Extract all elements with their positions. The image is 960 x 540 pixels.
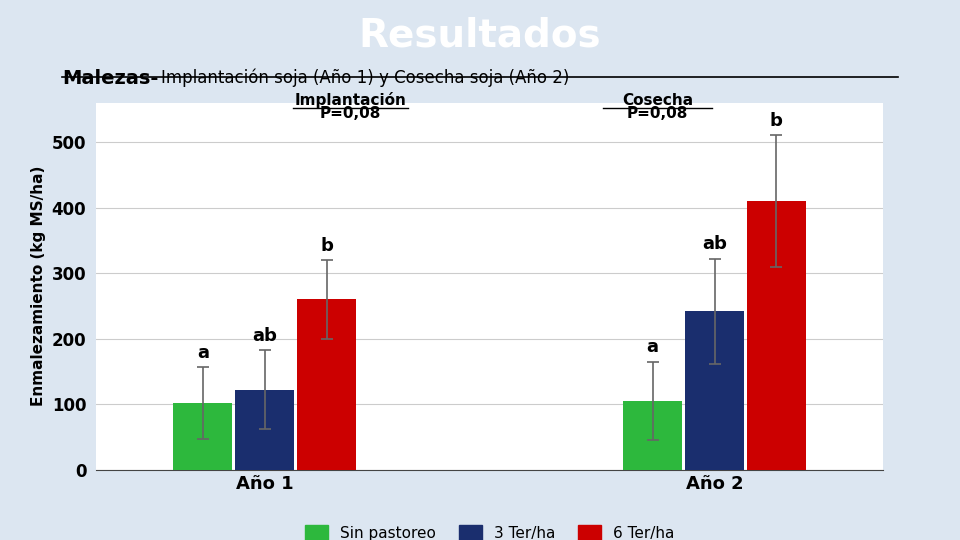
Text: P=0,08: P=0,08 bbox=[320, 106, 381, 122]
Text: P=0,08: P=0,08 bbox=[627, 106, 688, 122]
Bar bbox=[623, 401, 682, 470]
Text: a: a bbox=[197, 343, 209, 362]
Bar bbox=[685, 311, 744, 470]
Text: Implantación soja (Año 1) y Cosecha soja (Año 2): Implantación soja (Año 1) y Cosecha soja… bbox=[161, 69, 569, 87]
Text: ab: ab bbox=[702, 235, 727, 253]
Bar bbox=[298, 299, 356, 470]
Text: ab: ab bbox=[252, 327, 277, 345]
Bar bbox=[747, 201, 805, 470]
Text: Cosecha: Cosecha bbox=[622, 93, 693, 108]
Bar bbox=[235, 390, 294, 470]
Legend: Sin pastoreo, 3 Ter/ha, 6 Ter/ha: Sin pastoreo, 3 Ter/ha, 6 Ter/ha bbox=[299, 518, 681, 540]
Text: Resultados: Resultados bbox=[359, 16, 601, 54]
Text: a: a bbox=[647, 339, 659, 356]
Text: Implantación: Implantación bbox=[295, 92, 406, 108]
Y-axis label: Enmalezamiento (kg MS/ha): Enmalezamiento (kg MS/ha) bbox=[31, 166, 46, 407]
Text: Malezas-: Malezas- bbox=[62, 69, 158, 87]
Text: b: b bbox=[320, 237, 333, 255]
Text: b: b bbox=[770, 112, 782, 130]
Bar bbox=[174, 403, 232, 470]
